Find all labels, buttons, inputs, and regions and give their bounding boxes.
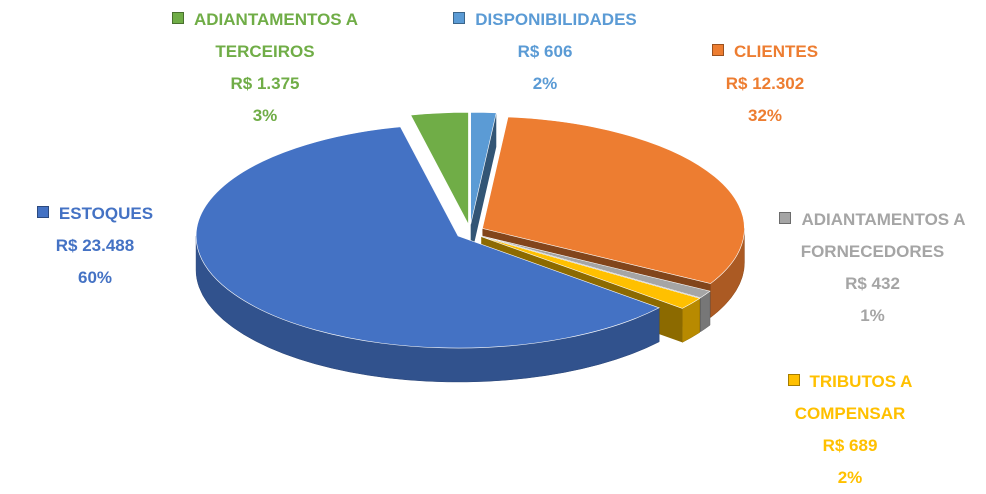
category-label: DISPONIBILIDADES	[475, 10, 637, 29]
category-label: ADIANTAMENTOS A FORNECEDORES	[800, 210, 966, 261]
slice	[481, 236, 701, 309]
percent-label: 2%	[532, 74, 558, 93]
data-label: ADIANTAMENTOS A TERCEIROS R$ 1.375 3%	[140, 4, 390, 132]
legend-marker	[711, 44, 724, 56]
value-label: R$ 12.302	[725, 74, 805, 93]
legend-marker	[787, 374, 800, 386]
data-label: ADIANTAMENTOS A FORNECEDORES R$ 432 1%	[760, 204, 985, 332]
slice	[470, 112, 497, 225]
legend-marker	[36, 206, 49, 218]
value-label: R$ 432	[845, 274, 900, 293]
slice	[195, 126, 660, 349]
category-label: ESTOQUES	[58, 204, 154, 223]
legend-marker	[779, 212, 792, 224]
slice	[481, 235, 711, 299]
value-label: R$ 23.488	[55, 236, 135, 255]
value-label: R$ 606	[517, 42, 573, 61]
percent-label: 32%	[747, 106, 783, 125]
value-label: R$ 1.375	[230, 74, 300, 93]
data-label: CLIENTES R$ 12.302 32%	[670, 36, 860, 132]
percent-label: 3%	[252, 106, 278, 125]
slice-side	[700, 290, 711, 333]
percent-label: 2%	[837, 468, 863, 487]
legend-marker	[171, 12, 184, 24]
slice	[482, 116, 745, 284]
data-label: ESTOQUES R$ 23.488 60%	[10, 198, 180, 294]
data-label: TRIBUTOS A COMPENSAR R$ 689 2%	[740, 366, 960, 494]
category-label: CLIENTES	[733, 42, 819, 61]
slice-edge	[470, 112, 497, 259]
percent-label: 60%	[77, 268, 113, 287]
slice	[410, 112, 469, 225]
category-label: ADIANTAMENTOS A TERCEIROS	[193, 10, 358, 61]
legend-marker	[453, 12, 466, 24]
data-label: DISPONIBILIDADES R$ 606 2%	[430, 4, 660, 100]
category-label: TRIBUTOS A COMPENSAR	[794, 372, 913, 423]
slice-tops	[195, 112, 745, 349]
percent-label: 1%	[860, 306, 885, 325]
value-label: R$ 689	[822, 436, 878, 455]
